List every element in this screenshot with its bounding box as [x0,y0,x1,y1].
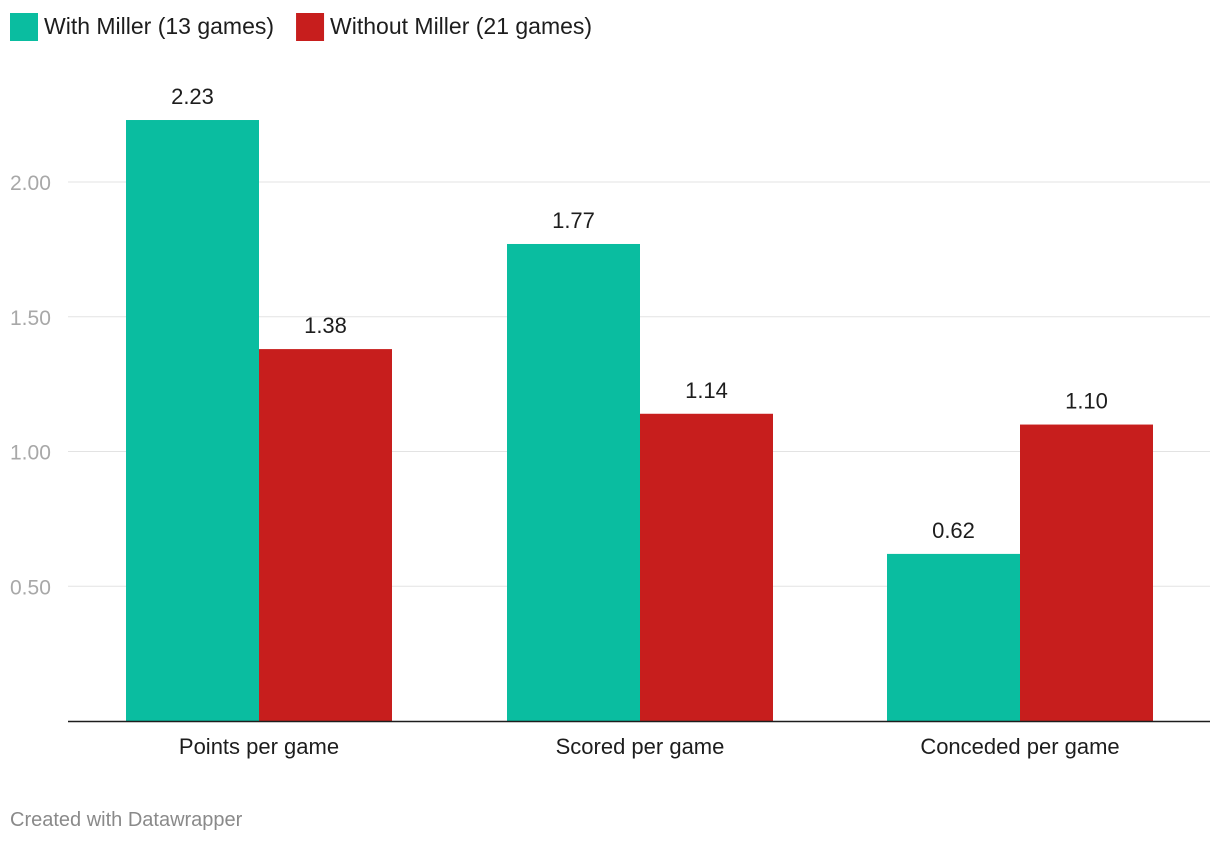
value-label-1-2: 1.38 [304,313,347,338]
bar-3-series-2 [1020,424,1153,721]
bar-1-series-1 [126,120,259,721]
value-labels: 2.23 1.38 1.77 1.14 0.62 1.10 [171,84,1108,543]
bar-3-series-1 [887,553,1020,721]
value-label-2-1: 1.77 [552,208,595,233]
y-tick-2.00: 2.00 [10,172,51,195]
x-axis-categories: Points per game Scored per game Conceded p… [179,734,1120,759]
legend-label-1: With Miller (13 games) [44,13,274,39]
y-axis-ticks: 0.50 1.00 1.50 2.00 [10,172,51,599]
bars [126,120,1153,722]
bar-2-series-1 [507,243,640,722]
y-tick-0.50: 0.50 [10,576,51,599]
legend-swatch-2 [296,13,325,41]
footer-credit: Created with Datawrapper [10,809,243,831]
y-tick-1.50: 1.50 [10,307,51,330]
category-label-2: Scored per game [556,734,725,759]
bar-1-series-2 [259,349,392,721]
value-label-3-1: 0.62 [932,518,975,543]
legend-swatch-1 [10,13,38,41]
category-label-3: Conceded per game [920,734,1119,759]
legend: With Miller (13 games) Without Miller (21… [10,13,592,41]
bar-2-series-2 [640,413,773,721]
value-label-3-2: 1.10 [1065,389,1108,414]
value-label-2-2: 1.14 [685,378,728,403]
legend-label-2: Without Miller (21 games) [330,13,592,39]
value-label-1-1: 2.23 [171,84,214,109]
category-label-1: Points per game [179,734,339,759]
y-tick-1.00: 1.00 [10,442,51,465]
